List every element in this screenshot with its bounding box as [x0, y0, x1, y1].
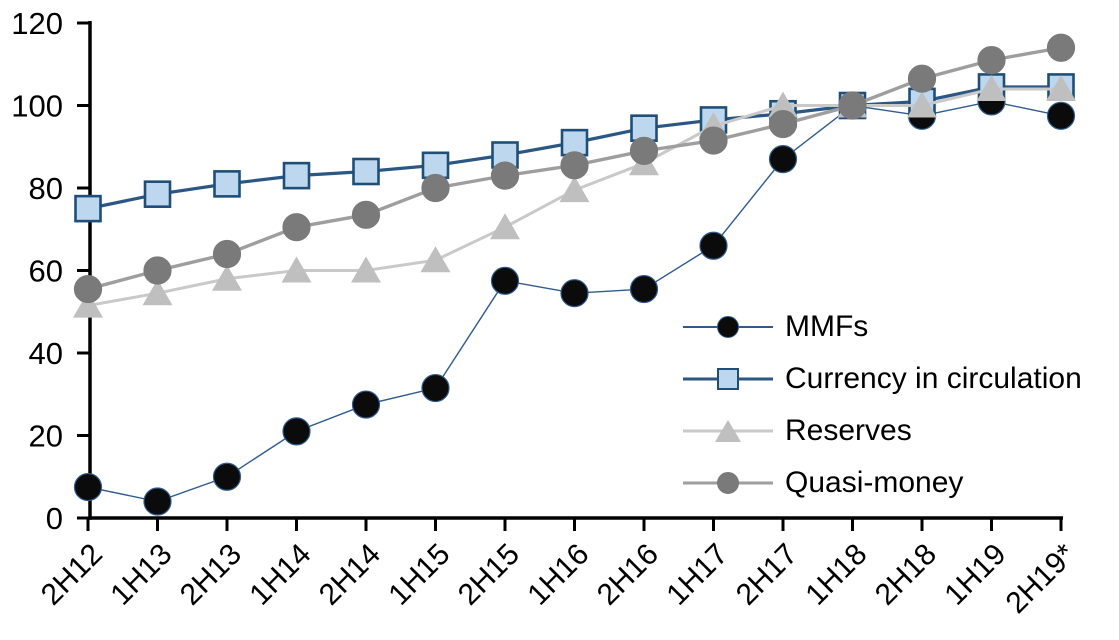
data-point-marker	[490, 161, 520, 190]
data-point-marker	[630, 114, 658, 142]
data-point-marker	[421, 373, 450, 403]
x-axis-tick-label: 1H15	[382, 538, 456, 612]
legend-item-reserves: Reserves	[683, 405, 1082, 457]
data-point-marker	[74, 194, 102, 223]
y-axis-tick-label: 60	[29, 254, 63, 289]
series-quasi-money	[73, 33, 1076, 304]
x-axis-labels: 2H121H132H131H142H141H152H151H162H161H17…	[35, 537, 1082, 620]
data-point-marker	[699, 231, 728, 260]
x-axis-tick-label: 2H19*	[1000, 537, 1083, 620]
y-axis-ticks	[77, 21, 90, 520]
legend-item-quasi-money: Quasi-money	[683, 457, 1082, 509]
triangle-marker-icon	[715, 420, 741, 442]
x-axis-tick-label: 1H13	[104, 538, 178, 612]
quasi-money-legend-marker	[683, 457, 773, 509]
data-point-marker	[907, 91, 937, 118]
x-axis-tick-label: 2H17	[730, 538, 804, 612]
data-point-marker	[629, 136, 659, 165]
x-axis-tick-label: 2H15	[452, 538, 526, 612]
reserves-legend-marker	[683, 405, 773, 457]
data-point-marker	[907, 64, 937, 93]
x-axis-tick-label: 1H19	[938, 538, 1012, 612]
data-point-marker	[560, 151, 589, 180]
data-point-marker	[559, 176, 590, 203]
data-point-marker	[768, 145, 798, 174]
x-axis-tick-label: 2H14	[313, 538, 387, 612]
x-axis-tick-label: 1H16	[521, 538, 595, 612]
x-axis-ticks	[86, 518, 1063, 531]
data-point-marker	[351, 200, 381, 229]
data-point-marker	[351, 256, 381, 283]
data-point-marker	[142, 279, 173, 306]
x-axis-tick-label: 2H16	[591, 538, 665, 612]
circle-marker-icon	[717, 316, 739, 338]
data-point-marker	[1046, 101, 1076, 130]
x-axis-tick-label: 2H18	[869, 538, 943, 612]
x-axis-tick-label: 1H17	[660, 538, 734, 612]
mmfs-legend-marker	[683, 301, 773, 353]
legend-label: Reserves	[785, 414, 912, 447]
circle-marker-icon	[717, 472, 739, 494]
data-point-marker	[421, 173, 450, 203]
data-point-marker	[629, 274, 659, 304]
data-point-marker	[1046, 33, 1076, 62]
data-point-marker	[838, 91, 867, 120]
data-point-marker	[212, 462, 242, 491]
data-point-marker	[352, 157, 380, 186]
data-point-marker	[977, 46, 1006, 75]
y-axis-tick-label: 100	[11, 89, 63, 124]
data-point-marker	[281, 256, 312, 283]
data-point-marker	[1046, 75, 1076, 101]
data-point-marker	[699, 126, 728, 155]
y-axis-tick-label: 120	[11, 6, 63, 41]
x-axis-tick-label: 2H13	[174, 538, 248, 612]
data-point-marker	[351, 390, 381, 419]
data-point-marker	[212, 264, 242, 291]
data-point-marker	[282, 417, 311, 446]
data-point-marker	[976, 75, 1007, 101]
legend-label: Quasi-money	[785, 466, 964, 499]
x-axis-tick-label: 2H12	[35, 538, 109, 612]
data-point-marker	[282, 161, 311, 190]
data-point-marker	[420, 246, 451, 273]
data-point-marker	[73, 274, 103, 304]
data-point-marker	[560, 279, 589, 308]
y-axis-labels: 0 20 40 60 80 100 120	[11, 6, 63, 536]
y-axis-tick-label: 80	[29, 171, 63, 206]
data-point-marker	[73, 472, 103, 502]
currency-legend-marker	[683, 353, 773, 405]
square-marker-icon	[717, 368, 739, 390]
y-axis-tick-label: 20	[29, 419, 63, 454]
y-axis-tick-label: 40	[29, 336, 63, 371]
legend-item-mmfs: MMFs	[683, 301, 1082, 353]
data-point-marker	[490, 266, 520, 295]
data-point-marker	[768, 109, 798, 139]
data-point-marker	[143, 180, 172, 208]
x-axis-tick-label: 1H14	[243, 538, 317, 612]
data-point-marker	[490, 213, 520, 240]
data-point-marker	[143, 487, 172, 516]
legend-label: Currency in circulation	[785, 362, 1082, 395]
data-point-marker	[768, 91, 798, 118]
data-point-marker	[213, 170, 241, 198]
legend-item-currency-in-circulation: Currency in circulation	[683, 353, 1082, 405]
data-point-marker	[73, 291, 103, 318]
y-axis-tick-label: 0	[46, 501, 63, 536]
legend-label: MMFs	[785, 310, 869, 343]
data-point-marker	[491, 141, 519, 169]
x-axis-tick-label: 1H18	[799, 538, 873, 612]
data-point-marker	[212, 239, 242, 269]
data-point-marker	[282, 213, 311, 242]
data-point-marker	[143, 256, 172, 285]
chart-legend: MMFs Currency in circulation Reserves Qu…	[683, 301, 1082, 509]
